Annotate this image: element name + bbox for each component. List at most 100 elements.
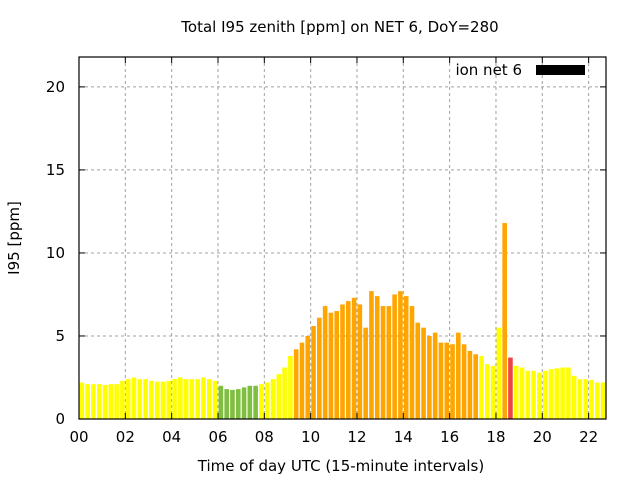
bar — [108, 384, 114, 419]
bar — [299, 342, 305, 419]
bar — [450, 344, 455, 419]
bar — [496, 327, 502, 419]
bar — [403, 296, 409, 419]
bar — [131, 377, 137, 419]
bar — [427, 335, 432, 419]
bar — [195, 379, 201, 419]
bar — [566, 367, 571, 419]
bar — [96, 384, 102, 419]
bar — [467, 350, 473, 419]
bar — [409, 306, 415, 419]
bar — [484, 364, 490, 419]
y-tick-label: 0 — [55, 410, 65, 428]
bar — [502, 223, 507, 419]
bar — [351, 297, 357, 419]
bar — [357, 304, 363, 419]
bar — [334, 311, 340, 419]
bar — [137, 379, 143, 419]
bar — [600, 382, 606, 419]
bar — [288, 355, 293, 419]
bar — [235, 389, 241, 419]
bar — [328, 312, 334, 419]
y-tick-label: 15 — [46, 161, 65, 179]
bar — [166, 380, 172, 419]
bar — [85, 384, 90, 419]
x-tick-label: 12 — [347, 428, 366, 446]
bar — [386, 306, 392, 419]
bar — [120, 380, 125, 419]
bar — [508, 357, 513, 419]
bar — [392, 294, 397, 419]
x-tick-label: 16 — [440, 428, 459, 446]
bar — [415, 322, 421, 419]
bar — [207, 379, 212, 419]
bar — [571, 375, 577, 419]
bar — [595, 382, 600, 419]
bar — [363, 327, 368, 419]
x-tick-label: 22 — [579, 428, 598, 446]
x-tick-label: 00 — [69, 428, 88, 446]
x-tick-label: 08 — [255, 428, 274, 446]
bar — [218, 385, 224, 419]
x-tick-label: 18 — [486, 428, 505, 446]
bar — [212, 380, 218, 419]
x-tick-label: 20 — [533, 428, 552, 446]
bar — [230, 389, 235, 419]
x-tick-label: 10 — [301, 428, 320, 446]
y-axis-label: I95 [ppm] — [5, 201, 23, 275]
bar — [421, 327, 426, 419]
bar — [322, 306, 328, 419]
bar — [317, 317, 322, 419]
bar — [125, 379, 131, 419]
x-tick-label: 06 — [208, 428, 227, 446]
y-tick-label: 20 — [46, 78, 65, 96]
bar — [531, 370, 536, 419]
bar — [369, 291, 374, 419]
bar — [91, 384, 96, 419]
bar — [247, 385, 253, 419]
y-tick-label: 5 — [55, 327, 65, 345]
bar — [438, 342, 444, 419]
bar — [224, 389, 229, 419]
bar — [241, 387, 247, 419]
bar — [114, 384, 119, 419]
y-tick-label: 10 — [46, 244, 65, 262]
bar — [577, 379, 583, 419]
x-axis-label: Time of day UTC (15-minute intervals) — [197, 457, 484, 475]
bar — [102, 384, 108, 419]
bar — [340, 304, 345, 419]
bar — [548, 369, 554, 419]
bar — [311, 326, 316, 419]
x-tick-label: 04 — [162, 428, 181, 446]
bar — [149, 380, 154, 419]
bar — [537, 372, 542, 419]
bar — [160, 381, 166, 419]
legend-label: ion net 6 — [455, 61, 522, 79]
bar — [479, 355, 484, 419]
bar — [398, 291, 403, 419]
bar — [183, 379, 189, 419]
bar — [513, 365, 519, 419]
bar — [178, 377, 183, 419]
bar — [473, 354, 478, 419]
bar — [259, 384, 264, 419]
bar — [154, 381, 160, 419]
legend: ion net 6 — [455, 61, 585, 79]
bar — [432, 332, 438, 419]
bar — [374, 296, 380, 419]
bar — [444, 342, 450, 419]
bar — [253, 385, 258, 419]
bar — [461, 344, 467, 419]
bar — [456, 332, 461, 419]
bar — [519, 367, 525, 419]
chart-title: Total I95 zenith [ppm] on NET 6, DoY=280 — [180, 18, 498, 36]
bar — [270, 379, 276, 419]
bar — [276, 374, 282, 419]
bar — [542, 370, 548, 419]
bar — [293, 349, 299, 419]
bar — [345, 301, 351, 419]
bar — [79, 382, 85, 419]
bar — [525, 370, 531, 419]
